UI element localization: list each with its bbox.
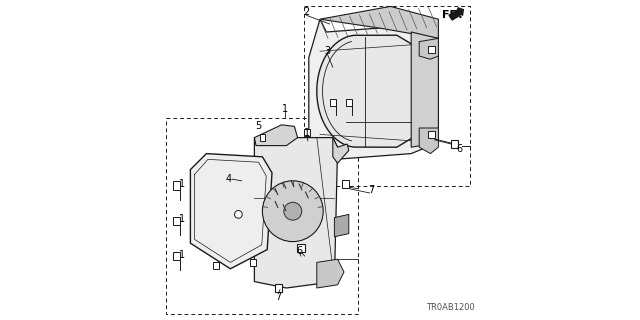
Text: 1: 1 [179, 250, 185, 260]
Bar [330, 99, 336, 106]
Polygon shape [419, 128, 438, 154]
Text: 5: 5 [255, 121, 262, 131]
Bar [428, 46, 435, 53]
Circle shape [262, 181, 323, 242]
Polygon shape [419, 38, 438, 59]
Polygon shape [412, 32, 438, 147]
Text: FR.: FR. [442, 10, 462, 20]
Polygon shape [254, 125, 298, 146]
Bar [212, 262, 219, 269]
Bar [173, 252, 180, 260]
Text: 7: 7 [368, 185, 374, 196]
Polygon shape [317, 259, 344, 288]
Polygon shape [254, 138, 338, 288]
Polygon shape [320, 6, 438, 38]
Text: 1: 1 [179, 213, 185, 224]
Bar [260, 134, 265, 141]
Text: 6: 6 [457, 144, 463, 154]
Bar [173, 181, 180, 190]
Polygon shape [334, 214, 349, 237]
Circle shape [235, 211, 243, 218]
Bar [428, 131, 435, 138]
Circle shape [284, 202, 302, 220]
Polygon shape [333, 138, 349, 163]
Text: 1: 1 [304, 128, 310, 138]
Bar [451, 140, 458, 148]
Bar [173, 217, 180, 225]
Text: 2: 2 [303, 7, 310, 17]
Bar [305, 129, 310, 136]
Bar [275, 284, 282, 292]
Text: 6: 6 [296, 246, 302, 256]
Text: 3: 3 [324, 45, 330, 56]
FancyArrow shape [449, 8, 463, 20]
Bar [250, 259, 256, 266]
Text: 7: 7 [275, 292, 282, 302]
Text: 1: 1 [282, 104, 288, 114]
Text: 4: 4 [225, 174, 231, 184]
Bar [346, 99, 352, 106]
Text: 1: 1 [179, 179, 185, 189]
Polygon shape [309, 19, 438, 160]
Text: TR0AB1200: TR0AB1200 [426, 303, 475, 312]
Bar [342, 180, 349, 188]
Polygon shape [191, 154, 272, 269]
Bar [297, 244, 305, 252]
Polygon shape [317, 35, 413, 147]
